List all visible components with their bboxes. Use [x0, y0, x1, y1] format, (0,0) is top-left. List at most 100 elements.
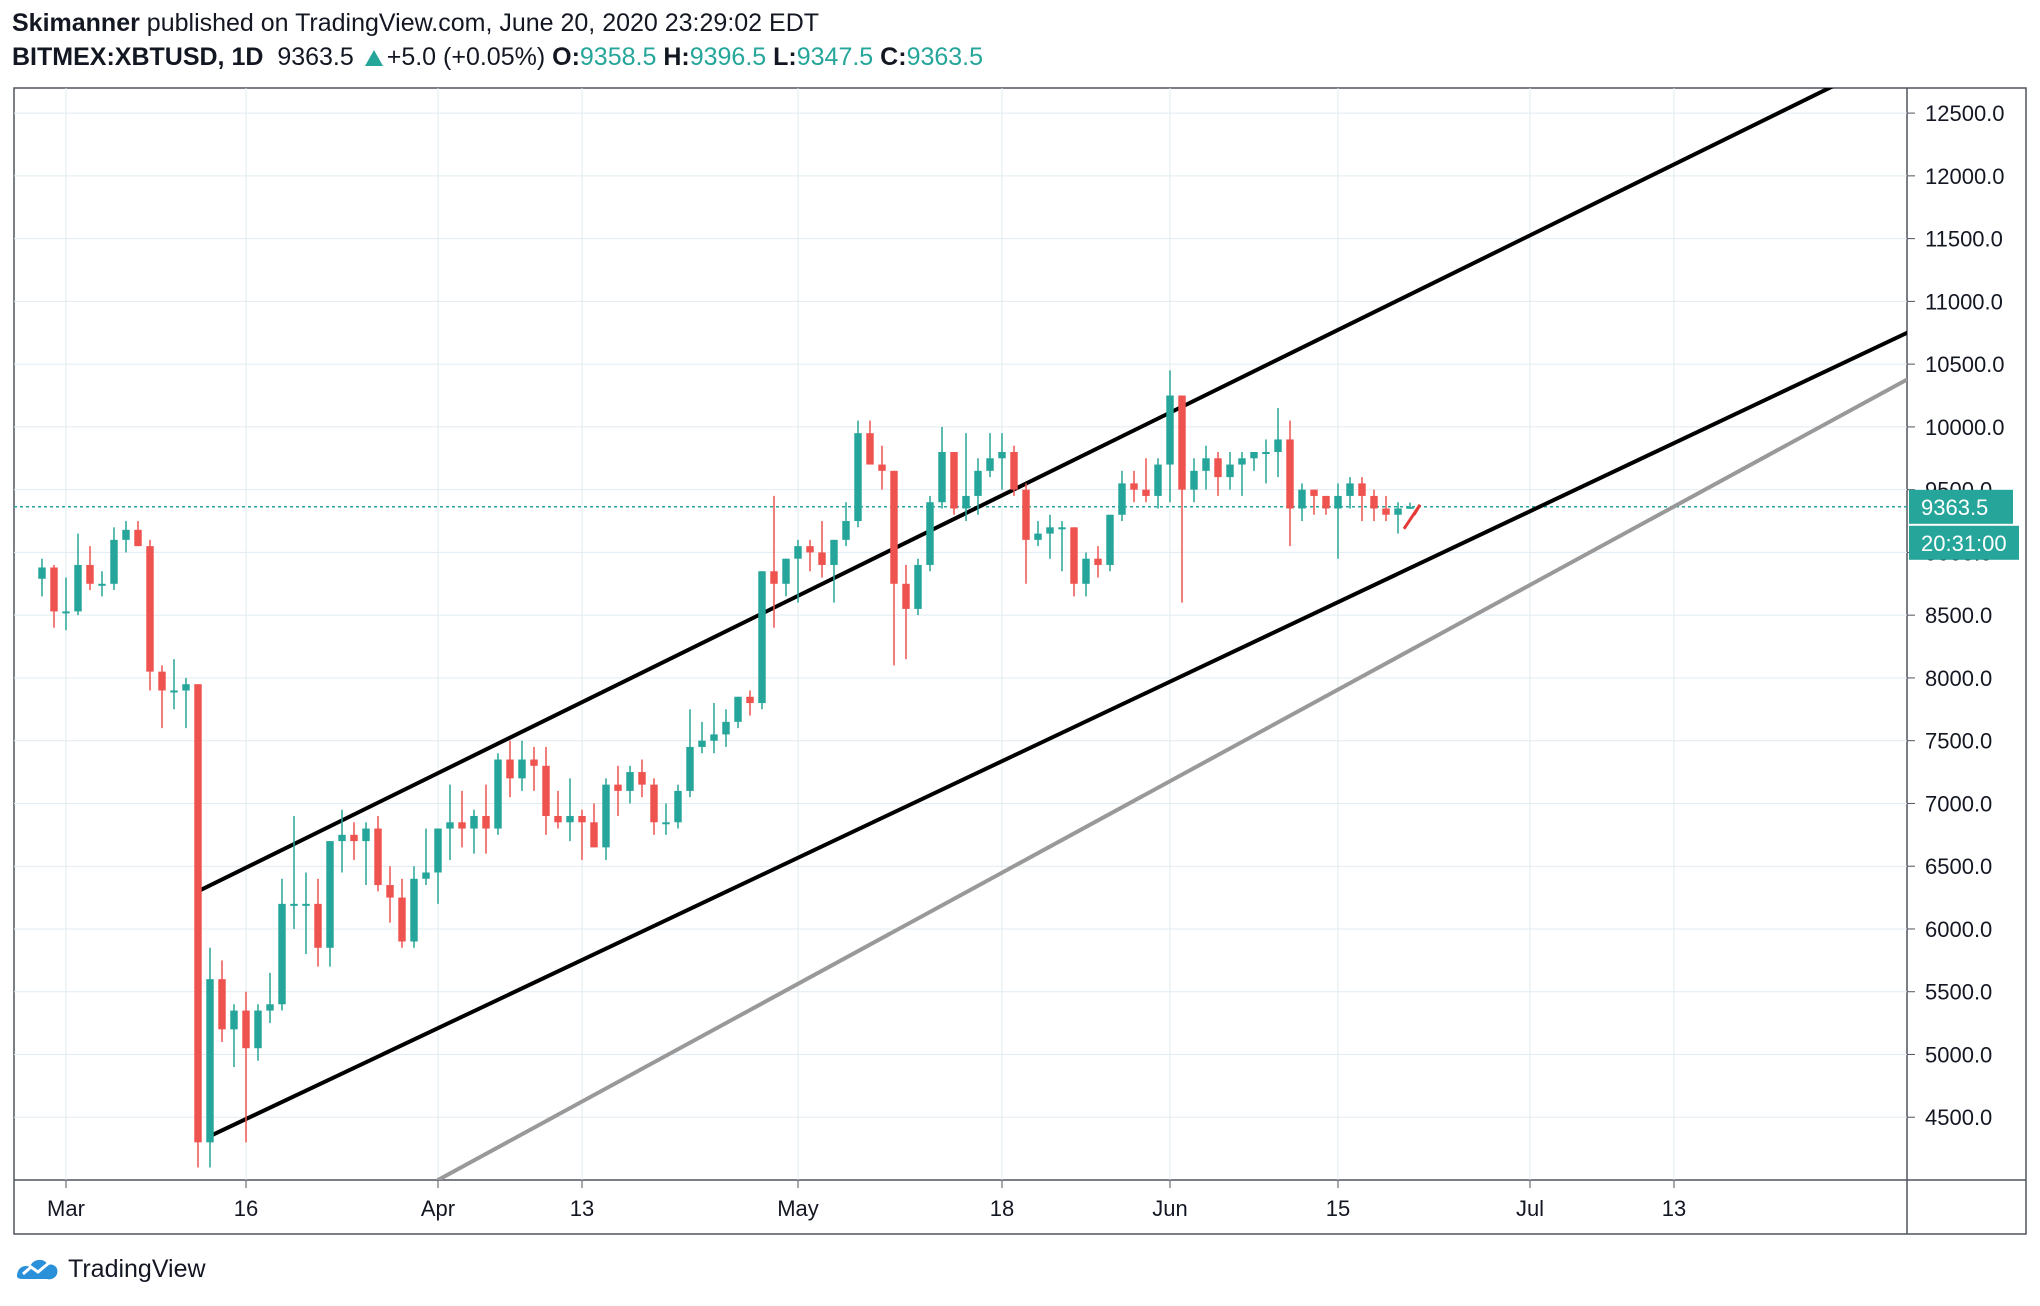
candle-up — [926, 502, 934, 565]
candle-down — [86, 564, 94, 584]
price-tick-label: 4500.0 — [1925, 1105, 1992, 1130]
published-text: published on TradingView.com, June 20, 2… — [146, 9, 820, 37]
candle-up — [206, 979, 214, 1143]
date-tick-label: Jun — [1152, 1196, 1187, 1221]
axis-ticks: 4500.0 5000.0 5500.0 6000.0 6500.0 7000.0 7500… — [47, 101, 2004, 1221]
date-tick-label: 15 — [1326, 1196, 1350, 1221]
candle-down — [950, 452, 958, 509]
low-label: L: — [773, 43, 797, 71]
countdown-tag-label: 20:31:00 — [1921, 531, 2007, 556]
candle-down — [1178, 395, 1186, 490]
candle-up — [98, 583, 106, 586]
candle-down — [1010, 452, 1018, 490]
footer-brand-text: TradingView — [68, 1254, 206, 1283]
candle-up — [230, 1010, 238, 1030]
candle-down — [50, 567, 58, 612]
candle-up — [362, 828, 370, 842]
candle-up — [914, 564, 922, 609]
candle-down — [1142, 489, 1150, 496]
candle-up — [686, 746, 694, 791]
price-tick-label: 6000.0 — [1925, 917, 1992, 942]
candle-up — [278, 903, 286, 1005]
candle-up — [1394, 508, 1402, 515]
candle-down — [1358, 483, 1366, 496]
price-tick-label: 10500.0 — [1925, 352, 2005, 377]
candle-down — [542, 765, 550, 816]
candle-down — [902, 583, 910, 609]
candle-up — [782, 558, 790, 584]
candle-up — [1226, 464, 1234, 478]
candle-up — [1082, 558, 1090, 584]
candle-down — [1022, 489, 1030, 540]
candle-down — [770, 571, 778, 584]
date-tick-label: 13 — [1662, 1196, 1686, 1221]
date-tick-label: Apr — [421, 1196, 455, 1221]
close-value: 9363.5 — [906, 43, 984, 71]
candle-up — [266, 1004, 274, 1011]
candle-up — [1190, 470, 1198, 490]
candle-down — [650, 784, 658, 823]
candle-down — [746, 696, 754, 704]
candle-up — [758, 571, 766, 704]
candle-down — [1286, 439, 1294, 509]
candle-down — [1214, 458, 1222, 478]
candle-up — [1250, 452, 1258, 459]
candle-down — [374, 828, 382, 886]
candle-up — [1298, 489, 1306, 509]
candle-down — [242, 1010, 250, 1049]
candle-down — [578, 816, 586, 823]
date-tick-label: 16 — [234, 1196, 258, 1221]
footer-brand[interactable]: TradingView — [14, 1254, 206, 1284]
candles — [38, 370, 1414, 1168]
candle-up — [698, 740, 706, 747]
price-tick-label: 5500.0 — [1925, 980, 1992, 1005]
candle-down — [1094, 558, 1102, 565]
candle-up — [434, 828, 442, 873]
candle-up — [302, 903, 310, 906]
candle-up — [494, 759, 502, 829]
candle-up — [422, 872, 430, 879]
candle-up — [1346, 483, 1354, 496]
price-tick-label: 8500.0 — [1925, 603, 1992, 628]
candle-down — [1130, 483, 1138, 490]
candle-up — [1334, 495, 1342, 509]
candle-down — [1310, 489, 1318, 496]
candle-up — [1274, 439, 1282, 452]
candle-up — [974, 470, 982, 496]
candle-up — [254, 1010, 262, 1049]
candle-up — [182, 684, 190, 691]
candle-down — [1382, 508, 1390, 515]
candle-up — [662, 822, 670, 825]
author-name[interactable]: Skimanner — [12, 9, 140, 37]
candle-down — [866, 433, 874, 465]
price-tick-label: 12500.0 — [1925, 101, 2005, 126]
candle-up — [1154, 464, 1162, 496]
candle-down — [818, 552, 826, 565]
candle-down — [134, 529, 142, 547]
candle-up — [626, 772, 634, 791]
date-tick-label: Jul — [1516, 1196, 1544, 1221]
candle-up — [938, 452, 946, 503]
price-tick-label: 10000.0 — [1925, 415, 2005, 440]
candle-up — [326, 841, 334, 948]
candle-up — [566, 816, 574, 823]
upper-channel-line — [196, 88, 1834, 894]
candle-down — [386, 885, 394, 898]
trendlines[interactable] — [196, 82, 2040, 1180]
close-label: C: — [880, 43, 907, 71]
candle-up — [1034, 533, 1042, 540]
high-label: H: — [663, 43, 690, 71]
candle-up — [1238, 458, 1246, 465]
candle-up — [1106, 514, 1114, 565]
candle-down — [530, 759, 538, 766]
symbol-name[interactable]: BITMEX:XBTUSD, 1D — [12, 43, 264, 71]
date-tick-label: 18 — [990, 1196, 1014, 1221]
price-tick-label: 11000.0 — [1925, 289, 2003, 314]
candle-up — [1046, 527, 1054, 534]
candle-down — [458, 822, 466, 829]
candle-up — [962, 495, 970, 509]
candle-down — [194, 684, 202, 1143]
candle-up — [830, 539, 838, 565]
lower-channel-line — [208, 330, 1907, 1139]
